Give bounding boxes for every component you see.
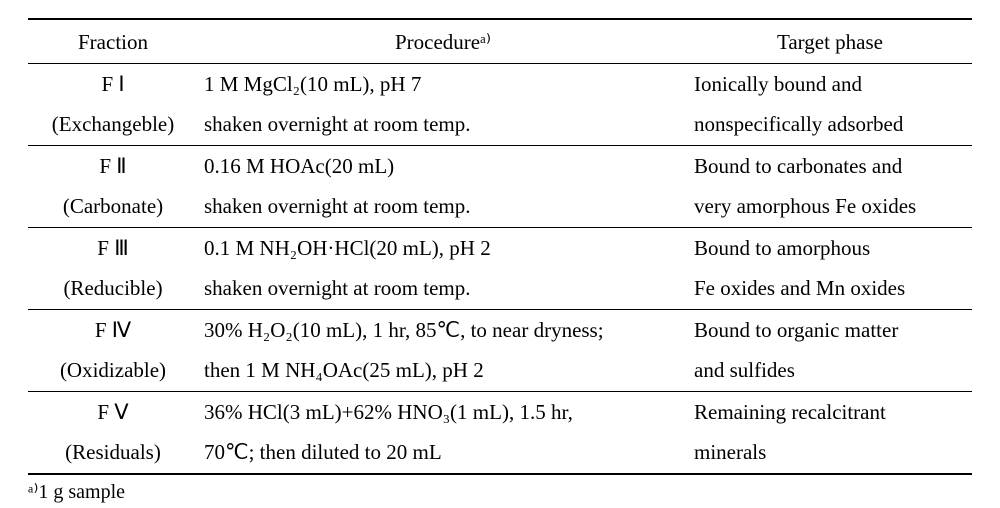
cell-target: minerals (688, 432, 972, 474)
col-header-procedure: Procedureᵃ⁾ (198, 19, 688, 63)
table-row: (Residuals) 70℃; then diluted to 20 mL m… (28, 432, 972, 474)
cell-target: Remaining recalcitrant (688, 391, 972, 432)
cell-target: Bound to amorphous (688, 227, 972, 268)
cell-procedure: 70℃; then diluted to 20 mL (198, 432, 688, 474)
cell-target: very amorphous Fe oxides (688, 186, 972, 227)
cell-procedure: shaken overnight at room temp. (198, 268, 688, 309)
table-row: F Ⅳ 30% H₂O₂(10 mL), 1 hr, 85℃, to near … (28, 309, 972, 350)
cell-fraction: F Ⅱ (28, 145, 198, 186)
cell-target: nonspecifically adsorbed (688, 104, 972, 145)
table-row: (Carbonate) shaken overnight at room tem… (28, 186, 972, 227)
cell-procedure: shaken overnight at room temp. (198, 104, 688, 145)
table-row: (Reducible) shaken overnight at room tem… (28, 268, 972, 309)
cell-fraction: F Ⅴ (28, 391, 198, 432)
cell-fraction: F Ⅰ (28, 63, 198, 104)
extraction-fractions-table: Fraction Procedureᵃ⁾ Target phase F Ⅰ 1 … (28, 18, 972, 475)
cell-procedure: 0.1 M NH₂OH·HCl(20 mL), pH 2 (198, 227, 688, 268)
table-row: (Oxidizable) then 1 M NH₄OAc(25 mL), pH … (28, 350, 972, 391)
cell-procedure: then 1 M NH₄OAc(25 mL), pH 2 (198, 350, 688, 391)
cell-fraction: (Residuals) (28, 432, 198, 474)
cell-procedure: 1 M MgCl₂(10 mL), pH 7 (198, 63, 688, 104)
cell-procedure: shaken overnight at room temp. (198, 186, 688, 227)
cell-procedure: 0.16 M HOAc(20 mL) (198, 145, 688, 186)
table-footnote: ᵃ⁾1 g sample (28, 475, 972, 508)
page-container: Fraction Procedureᵃ⁾ Target phase F Ⅰ 1 … (0, 0, 1000, 500)
cell-target: Bound to organic matter (688, 309, 972, 350)
col-header-fraction: Fraction (28, 19, 198, 63)
table-row: F Ⅰ 1 M MgCl₂(10 mL), pH 7 Ionically bou… (28, 63, 972, 104)
cell-procedure: 30% H₂O₂(10 mL), 1 hr, 85℃, to near dryn… (198, 309, 688, 350)
cell-fraction: (Oxidizable) (28, 350, 198, 391)
cell-fraction: (Carbonate) (28, 186, 198, 227)
cell-fraction: F Ⅳ (28, 309, 198, 350)
cell-fraction: F Ⅲ (28, 227, 198, 268)
table-row: F Ⅱ 0.16 M HOAc(20 mL) Bound to carbonat… (28, 145, 972, 186)
col-header-target: Target phase (688, 19, 972, 63)
table-row: F Ⅴ 36% HCl(3 mL)+62% HNO₃(1 mL), 1.5 hr… (28, 391, 972, 432)
cell-target: and sulfides (688, 350, 972, 391)
cell-fraction: (Exchangeble) (28, 104, 198, 145)
table-header-row: Fraction Procedureᵃ⁾ Target phase (28, 19, 972, 63)
cell-target: Fe oxides and Mn oxides (688, 268, 972, 309)
cell-target: Bound to carbonates and (688, 145, 972, 186)
cell-procedure: 36% HCl(3 mL)+62% HNO₃(1 mL), 1.5 hr, (198, 391, 688, 432)
table-row: (Exchangeble) shaken overnight at room t… (28, 104, 972, 145)
table-row: F Ⅲ 0.1 M NH₂OH·HCl(20 mL), pH 2 Bound t… (28, 227, 972, 268)
cell-target: Ionically bound and (688, 63, 972, 104)
cell-fraction: (Reducible) (28, 268, 198, 309)
